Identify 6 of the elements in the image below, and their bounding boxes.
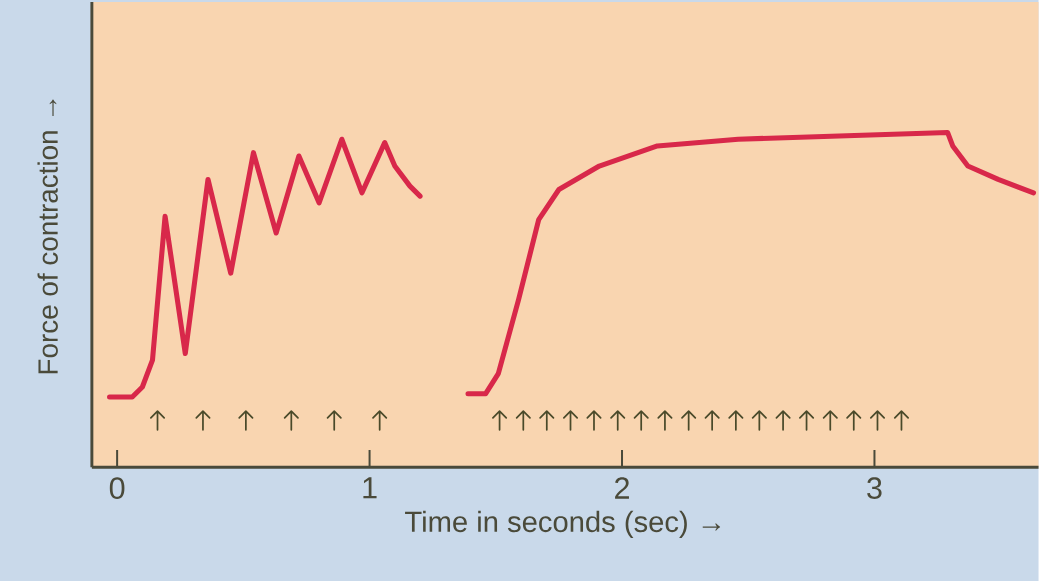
x-tick-label: 1 (363, 477, 377, 499)
y-axis-title: Force of contraction → (37, 99, 58, 374)
x-tick-label: 0 (109, 477, 125, 499)
x-axis-title: Time in seconds (sec) → (405, 510, 721, 538)
x-tick-label: 3 (867, 477, 882, 499)
x-tick-label: 2 (615, 477, 629, 499)
